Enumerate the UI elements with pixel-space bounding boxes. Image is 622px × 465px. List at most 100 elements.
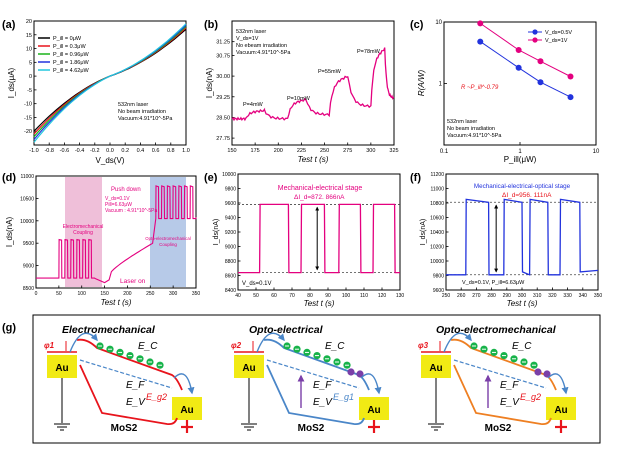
panel-a-note-2: No beam irradiation (118, 109, 166, 115)
y-tick-label: 31.25 (216, 40, 230, 46)
diagram-title: Opto-electrical (249, 324, 324, 336)
y-tick-label: 10000 (20, 219, 34, 225)
diagram-title: Opto-electromechanical (436, 324, 557, 336)
y-tick-label: 10600 (430, 216, 444, 222)
ec-label: E_C (325, 341, 345, 352)
x-tick-label: 320 (548, 293, 557, 299)
iv-curve (33, 24, 187, 140)
y-tick-label: 28.50 (216, 115, 230, 121)
panel-b-ylabel: I_ds(nA) (205, 68, 214, 99)
x-tick-label: 100 (342, 293, 351, 299)
mos2-label: MoS2 (485, 423, 512, 434)
x-tick-label: 250 (320, 148, 329, 154)
x-tick-label: 60 (271, 293, 277, 299)
right-au-electrode (172, 397, 202, 420)
y-tick-label: 8500 (23, 286, 34, 292)
panel-c-legend-1: V_ds=0.5V (545, 30, 572, 36)
x-tick-label: 330 (563, 293, 572, 299)
responsivity-point (515, 47, 522, 54)
x-tick-label: 0.0 (106, 148, 114, 154)
ec-label: E_C (138, 341, 158, 352)
y-tick-label: 15 (26, 33, 32, 39)
x-tick-label: 275 (343, 148, 352, 154)
y-tick-label: 27.75 (216, 136, 230, 142)
y-tick-label: -10 (24, 102, 32, 108)
panel-d-param-1: V_ds=0.1V (105, 196, 130, 202)
ev-label: E_V (126, 397, 146, 408)
panel-d-box1-line1: Electromechanical (63, 224, 104, 230)
y-tick-label: 10500 (20, 196, 34, 202)
y-tick-label: 30.75 (216, 53, 230, 59)
panel-b-current-trace (231, 47, 395, 122)
electron-injection-arrow (69, 332, 98, 353)
x-tick-label: 350 (192, 291, 201, 297)
y-tick-label: 9800 (225, 187, 236, 193)
right-au-electrode (359, 397, 389, 420)
panel-c-fit-label: R ~P_ill^-0.79 (461, 85, 499, 91)
x-tick-label: -0.8 (44, 148, 53, 154)
y-tick-label: 9200 (225, 230, 236, 236)
x-tick-label: 110 (360, 293, 368, 299)
photo-electron (534, 368, 542, 376)
panel-e-title: Mechanical-electrical stage (278, 185, 363, 192)
panel-c-note-3: Vacuum:4.91*10^-5Pa (447, 133, 502, 139)
panel-e-letter: (e) (204, 172, 218, 184)
left-au-electrode (47, 355, 77, 378)
x-tick-label: 300 (366, 148, 375, 154)
x-tick-label: 280 (487, 293, 496, 299)
conduction-band (76, 338, 183, 391)
fermi-level-mos2 (79, 359, 173, 389)
electron-collection-arrow (547, 373, 569, 395)
panel-c-xlabel: P_ill(μW) (504, 155, 537, 164)
x-tick-label: 50 (56, 291, 62, 297)
panel-c-note-2: No beam irradiation (447, 126, 495, 132)
panel-d-param-3: Vacuum : 4.91*10^-5Pa (105, 208, 158, 214)
y-tick-label: 8400 (225, 288, 236, 294)
panel-c-letter: (c) (410, 19, 424, 31)
x-tick-label: 120 (378, 293, 387, 299)
y-tick-label: -20 (24, 129, 32, 135)
panel-a: (a) -1.0 -0.8 -0.6 -0.4 -0.2 0.0 0.2 0.4 0.6 0.8 1… (2, 19, 190, 165)
panel-f-current-trace (446, 198, 599, 276)
responsivity-line (480, 41, 571, 98)
x-tick-label: 70 (289, 293, 295, 299)
panel-f-title: Mechanical-electrical-optical stage (474, 183, 571, 190)
y-tick-label: 29.25 (216, 95, 230, 101)
y-tick-label: 9000 (225, 245, 236, 251)
au-label: Au (429, 363, 442, 374)
right-au-electrode (546, 397, 576, 420)
x-tick-label: 0.1 (440, 149, 449, 155)
responsivity-point (477, 38, 484, 45)
left-au-electrode (421, 355, 451, 378)
panel-d-opto-region (150, 177, 186, 287)
responsivity-point (567, 94, 574, 101)
barrier-label: φ3 (418, 341, 429, 350)
x-tick-label: -0.6 (60, 148, 69, 154)
x-tick-label: 350 (594, 293, 603, 299)
responsivity-point (537, 79, 544, 86)
x-tick-label: 325 (389, 148, 398, 154)
panel-e-current-trace (238, 203, 400, 274)
ef-label: E_F (500, 380, 519, 391)
x-tick-label: 0.8 (167, 148, 175, 154)
panel-e: (e) 40 50 60 70 80 90 100 110 120 130 8400 8600 8800… (204, 172, 404, 308)
panel-f-vds: V_ds=0.1V, P_ill=6.63μW (462, 280, 525, 286)
y-tick-label: 10000 (430, 259, 444, 265)
y-tick-label: 8600 (225, 274, 236, 280)
y-tick-label: 11200 (430, 172, 444, 178)
electron-collection-arrow (173, 373, 195, 395)
gap-label: E_g2 (146, 392, 167, 402)
x-tick-label: 260 (457, 293, 466, 299)
x-tick-label: 310 (533, 293, 542, 299)
x-tick-label: 1 (518, 149, 522, 155)
x-tick-label: 40 (235, 293, 241, 299)
au-label: Au (242, 363, 255, 374)
y-tick-label: 30.00 (216, 74, 230, 80)
panel-a-note-3: Vacuum:4.91*10^-5Pa (118, 116, 173, 122)
electron-injection-arrow (443, 332, 472, 353)
panel-d-box2-line2: Coupling (159, 242, 177, 247)
y-tick-label: 10 (26, 47, 32, 53)
y-tick-label: 10000 (222, 172, 236, 178)
x-tick-label: 270 (472, 293, 481, 299)
panel-b: (b) 150 175 200 225 250 275 300 325 27.75 28.50 29… (204, 19, 399, 164)
